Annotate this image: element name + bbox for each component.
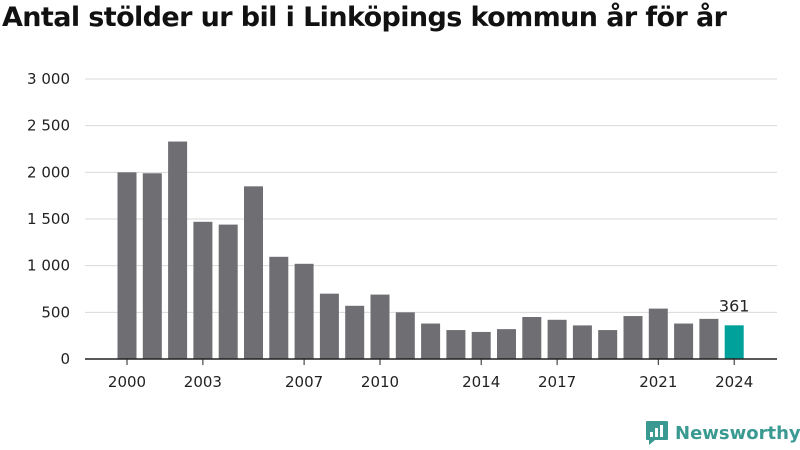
bar	[623, 316, 643, 359]
bar	[699, 318, 719, 359]
newsworthy-brand[interactable]: Newsworthy	[645, 420, 800, 446]
bar	[572, 325, 592, 359]
x-tick-label: 2017	[538, 373, 576, 391]
bar	[345, 305, 365, 359]
y-tick-label: 1 500	[27, 210, 70, 228]
y-tick-label: 2 500	[27, 117, 70, 135]
y-tick-label: 0	[60, 350, 70, 368]
y-tick-label: 3 000	[27, 70, 70, 88]
bar	[294, 263, 314, 359]
bar	[724, 325, 744, 359]
chart-title: Antal stölder ur bil i Linköpings kommun…	[2, 2, 727, 33]
bars	[117, 141, 744, 359]
bar	[142, 173, 162, 359]
x-tick-label: 2007	[285, 373, 323, 391]
x-axis-ticks: 2000 2003 2007 2010 2014 2017 2021 2024	[108, 359, 753, 391]
bar	[648, 308, 668, 359]
x-tick-label: 2000	[108, 373, 146, 391]
x-tick-label: 2021	[639, 373, 677, 391]
bar	[117, 172, 137, 359]
data-label: 361	[719, 296, 750, 315]
bar	[168, 141, 188, 359]
bar	[674, 323, 694, 359]
bar	[269, 256, 289, 359]
y-tick-label: 1 000	[27, 257, 70, 275]
bar	[218, 224, 238, 359]
bar	[497, 329, 516, 359]
bar	[395, 312, 415, 359]
brand-name: Newsworthy	[675, 422, 800, 444]
bar	[319, 293, 339, 359]
x-tick-label: 2010	[361, 373, 399, 391]
newsworthy-logo-icon	[646, 421, 668, 445]
x-tick-label: 2014	[462, 373, 500, 391]
bar	[370, 294, 390, 359]
data-labels: 361	[719, 296, 750, 315]
bar	[522, 317, 542, 359]
bar	[446, 330, 466, 359]
y-axis-ticks: 0 500 1 000 1 500 2 000 2 500 3 000	[27, 70, 70, 368]
x-tick-label: 2003	[184, 373, 222, 391]
x-tick-label: 2024	[715, 373, 753, 391]
bar	[471, 331, 491, 359]
gridlines	[85, 78, 777, 313]
bar	[193, 221, 213, 359]
y-tick-label: 500	[41, 303, 70, 321]
bar	[598, 330, 618, 359]
y-tick-label: 2 000	[27, 163, 70, 181]
bar	[244, 186, 263, 359]
bar	[421, 323, 441, 359]
bar	[547, 319, 567, 359]
